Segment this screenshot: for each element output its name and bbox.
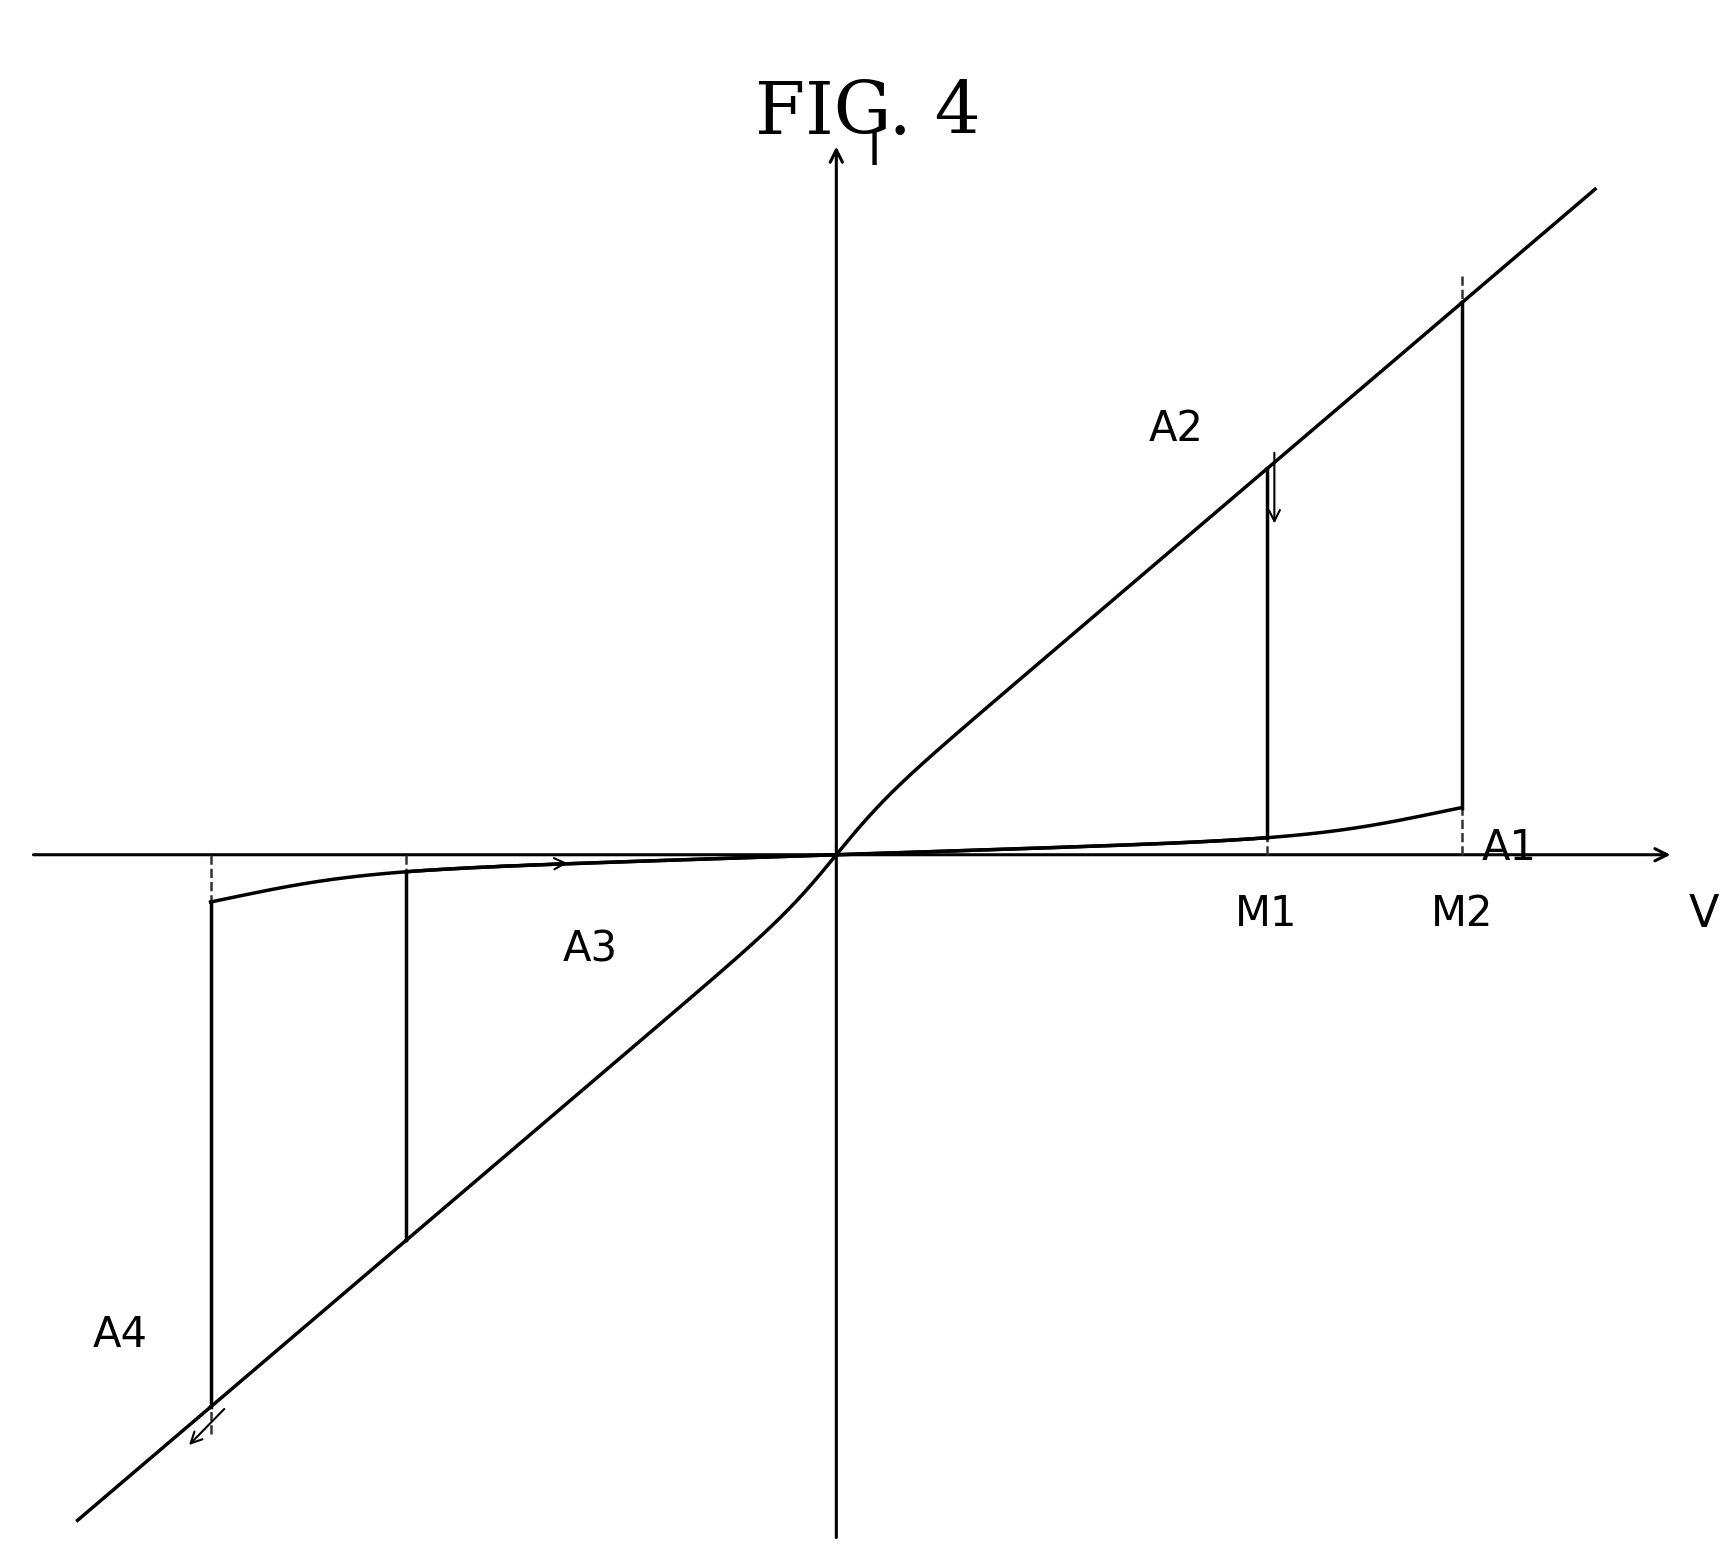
Text: M1: M1 <box>1236 892 1299 935</box>
Text: FIG. 4: FIG. 4 <box>755 78 981 149</box>
Text: I: I <box>868 132 880 174</box>
Text: A4: A4 <box>94 1314 148 1356</box>
Text: A3: A3 <box>562 928 618 971</box>
Text: M2: M2 <box>1430 892 1493 935</box>
Text: A1: A1 <box>1481 826 1536 869</box>
Text: A2: A2 <box>1149 408 1205 450</box>
Text: V: V <box>1689 892 1719 936</box>
